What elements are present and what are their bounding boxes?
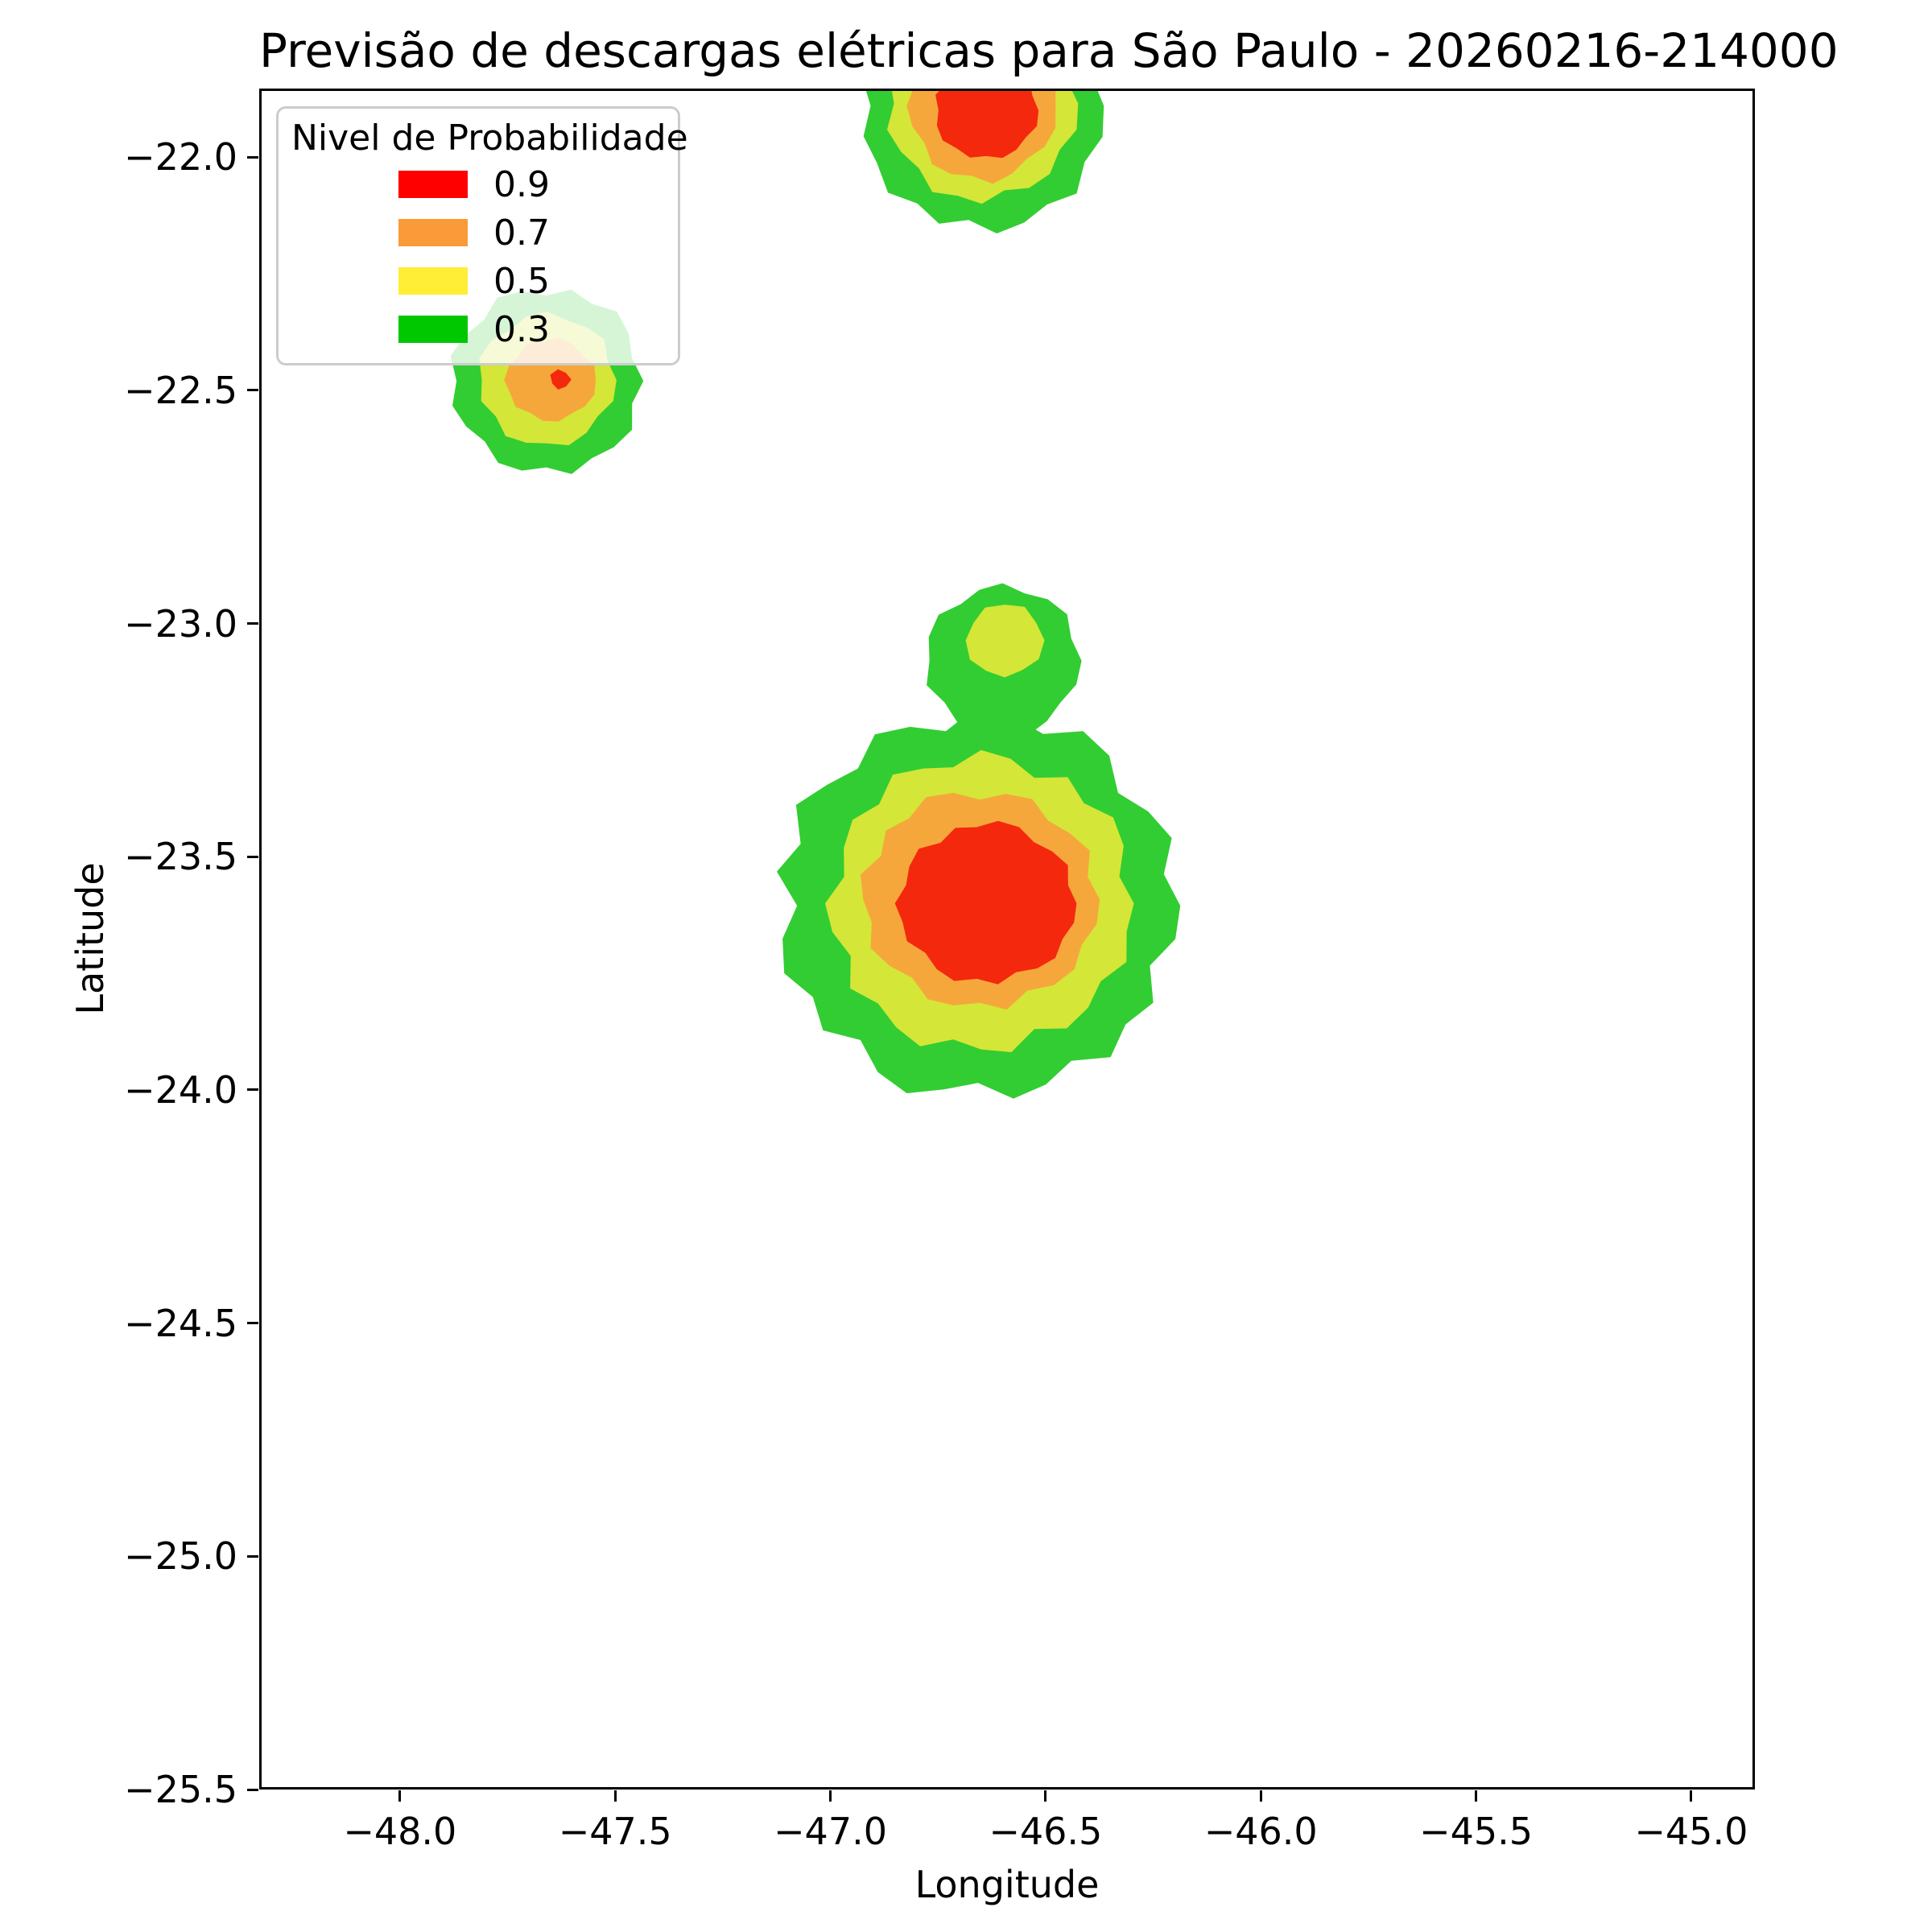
contour-region-north-cell-p90 — [935, 89, 1039, 159]
plot-area — [259, 89, 1755, 1790]
y-tick-label: −23.0 — [124, 601, 237, 646]
y-tick-mark — [247, 622, 258, 625]
y-tick-mark — [247, 1788, 258, 1791]
legend-entry-09: 0.9 — [291, 160, 665, 208]
legend-box: Nivel de Probabilidade 0.9 0.7 0.5 0.3 — [276, 106, 688, 365]
axes-frame — [259, 89, 1755, 1790]
legend-title: Nivel de Probabilidade — [291, 118, 688, 159]
y-tick-label: −24.0 — [124, 1067, 237, 1112]
plot-title: Previsão de descargas elétricas para São… — [259, 23, 1839, 78]
legend-label: 0.5 — [493, 260, 550, 302]
y-tick-mark — [247, 1554, 258, 1558]
contour-region-central-north-knob-p50 — [965, 605, 1045, 678]
x-axis-label: Longitude — [914, 1863, 1100, 1906]
x-tick-mark — [1475, 1790, 1478, 1802]
y-tick-mark — [247, 1088, 258, 1092]
y-tick-label: −22.5 — [124, 368, 237, 412]
x-tick-label: −47.5 — [558, 1810, 672, 1853]
legend-swatch-green — [398, 316, 468, 343]
x-tick-mark — [829, 1790, 832, 1802]
legend-entry-07: 0.7 — [291, 208, 665, 257]
x-tick-label: −47.0 — [774, 1810, 887, 1853]
y-tick-mark — [247, 389, 258, 392]
y-tick-mark — [247, 155, 258, 159]
legend-label: 0.3 — [493, 308, 550, 350]
y-tick-label: −25.0 — [124, 1534, 237, 1579]
x-tick-label: −45.5 — [1419, 1810, 1533, 1853]
legend-entry-05: 0.5 — [291, 257, 665, 305]
legend-label: 0.9 — [493, 163, 550, 205]
y-tick-label: −25.5 — [124, 1768, 237, 1811]
legend-entry-03: 0.3 — [291, 305, 665, 353]
contour-region-central-cell-p90 — [894, 820, 1077, 985]
y-tick-label: −23.5 — [124, 835, 237, 879]
x-tick-label: −46.5 — [989, 1810, 1103, 1853]
x-tick-mark — [1259, 1790, 1262, 1802]
x-tick-mark — [1044, 1790, 1047, 1802]
x-tick-label: −45.0 — [1634, 1810, 1748, 1853]
y-tick-mark — [247, 1322, 258, 1325]
x-tick-label: −48.0 — [343, 1810, 457, 1853]
legend-swatch-red — [398, 171, 468, 198]
x-tick-mark — [398, 1790, 402, 1802]
y-tick-label: −24.5 — [124, 1301, 237, 1345]
y-tick-mark — [247, 855, 258, 858]
legend-swatch-orange — [398, 219, 468, 246]
x-tick-label: −46.0 — [1203, 1810, 1318, 1853]
legend-swatch-yellow — [398, 267, 468, 295]
y-axis-label: Latitude — [68, 862, 112, 1015]
contour-region-west-cell-p90 — [550, 369, 572, 390]
legend-label: 0.7 — [493, 212, 550, 254]
x-tick-mark — [1690, 1790, 1693, 1802]
y-tick-label: −22.0 — [124, 135, 237, 180]
x-tick-mark — [613, 1790, 617, 1802]
